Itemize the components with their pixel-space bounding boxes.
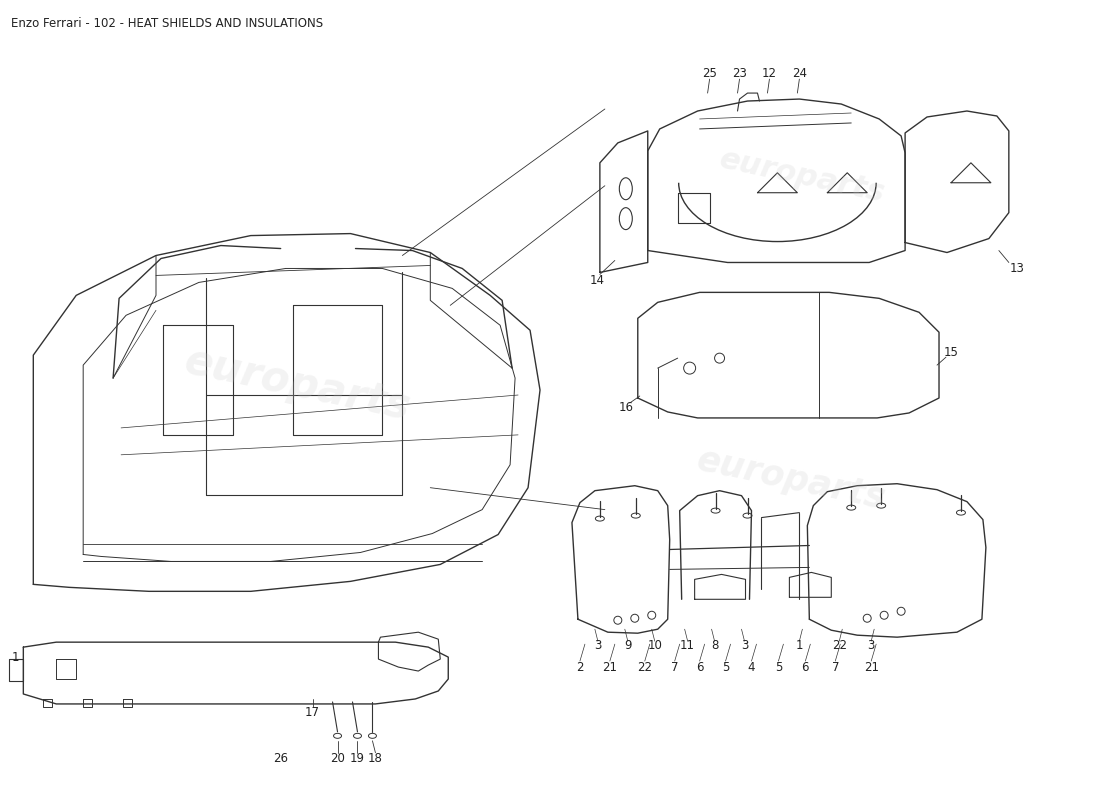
Text: 25: 25	[702, 66, 717, 80]
Text: 22: 22	[832, 638, 847, 652]
Text: 7: 7	[832, 661, 839, 674]
Text: 6: 6	[696, 661, 703, 674]
Text: europarts: europarts	[694, 443, 889, 516]
Text: 14: 14	[590, 274, 604, 287]
Text: 17: 17	[305, 706, 320, 719]
Text: Enzo Ferrari - 102 - HEAT SHIELDS AND INSULATIONS: Enzo Ferrari - 102 - HEAT SHIELDS AND IN…	[11, 17, 323, 30]
Text: 9: 9	[624, 638, 631, 652]
Text: 1: 1	[795, 638, 803, 652]
Text: 10: 10	[647, 638, 662, 652]
Text: 7: 7	[671, 661, 679, 674]
Text: 20: 20	[330, 752, 345, 766]
Text: 11: 11	[680, 638, 695, 652]
Text: 13: 13	[1010, 262, 1024, 275]
Text: 22: 22	[637, 661, 652, 674]
Text: 23: 23	[733, 66, 747, 80]
Text: 8: 8	[711, 638, 718, 652]
Text: 3: 3	[594, 638, 602, 652]
Text: europarts: europarts	[717, 145, 888, 209]
Text: 3: 3	[868, 638, 875, 652]
Text: 1: 1	[12, 650, 19, 664]
Text: 5: 5	[774, 661, 782, 674]
Text: 24: 24	[792, 66, 807, 80]
Text: 26: 26	[273, 752, 288, 766]
Text: 21: 21	[603, 661, 617, 674]
Text: 16: 16	[618, 402, 634, 414]
Text: 5: 5	[722, 661, 729, 674]
Text: 6: 6	[802, 661, 810, 674]
Text: 3: 3	[740, 638, 748, 652]
Text: 18: 18	[368, 752, 383, 766]
Text: 12: 12	[762, 66, 777, 80]
Text: europarts: europarts	[180, 340, 415, 429]
Text: 4: 4	[748, 661, 756, 674]
Text: 21: 21	[864, 661, 879, 674]
Text: 15: 15	[944, 346, 958, 358]
Text: 2: 2	[576, 661, 584, 674]
Text: 19: 19	[350, 752, 365, 766]
